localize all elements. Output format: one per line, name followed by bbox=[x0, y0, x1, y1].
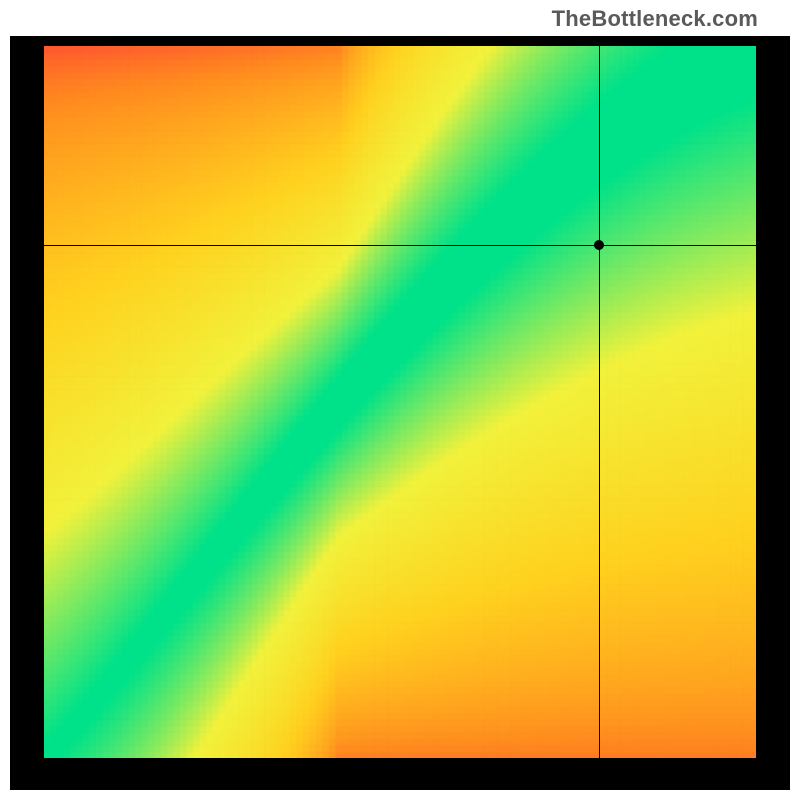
plot-outer-frame bbox=[10, 36, 790, 790]
watermark-text: TheBottleneck.com bbox=[552, 6, 758, 32]
plot-inner bbox=[44, 46, 756, 758]
crosshair-marker bbox=[594, 240, 604, 250]
heatmap-canvas bbox=[44, 46, 756, 758]
figure-container: TheBottleneck.com bbox=[0, 0, 800, 800]
crosshair-vertical bbox=[599, 46, 600, 758]
crosshair-horizontal bbox=[44, 245, 756, 246]
